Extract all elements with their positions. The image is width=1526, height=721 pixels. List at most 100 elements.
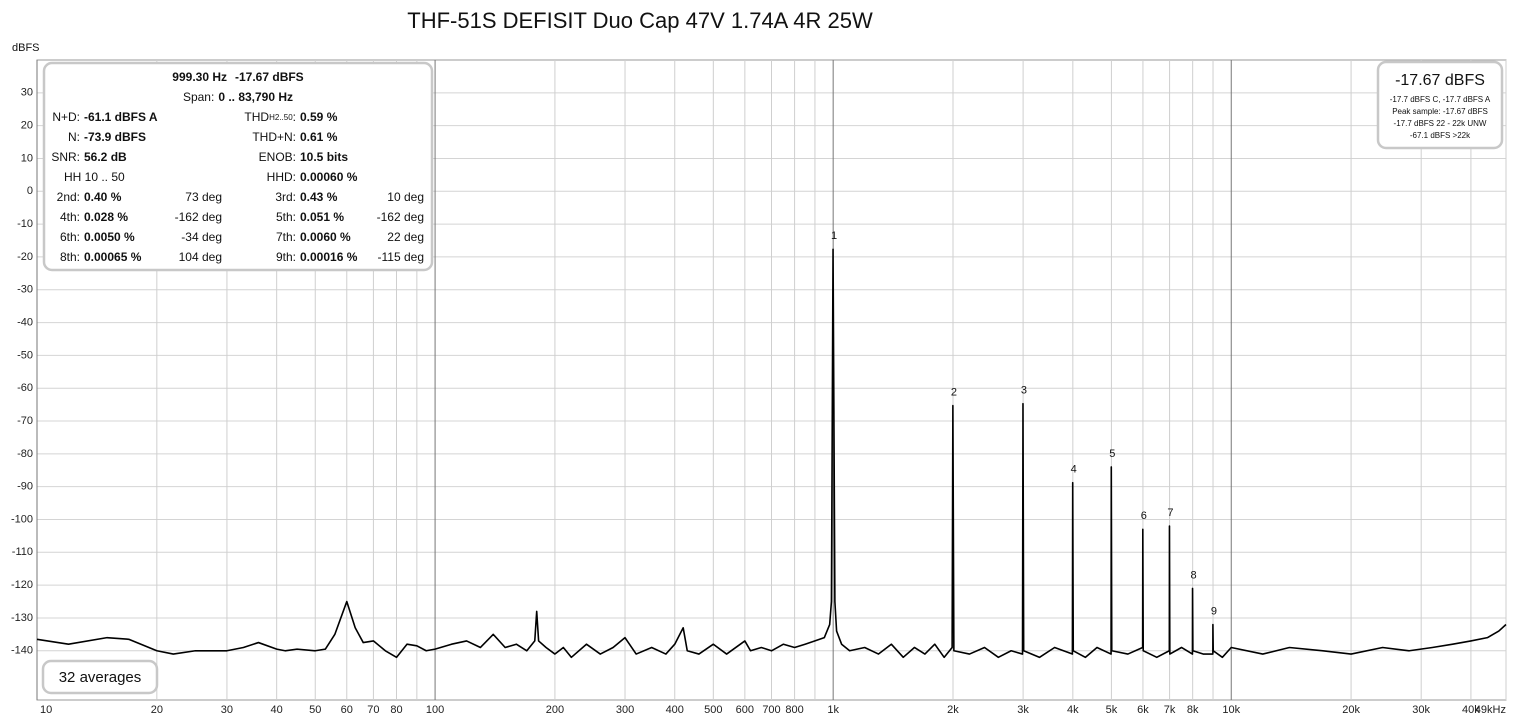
x-tick-label: 20 (151, 704, 163, 716)
metric-value: 0.0060 % (300, 230, 351, 244)
metric-value: 0.00060 % (300, 170, 358, 184)
averages-box (41, 659, 159, 695)
x-tick-label: 80 (390, 704, 402, 716)
panel-header: 999.30 Hz -17.67 dBFS (172, 70, 303, 84)
y-tick-label: -50 (17, 349, 33, 361)
x-tick-label: 800 (785, 704, 803, 716)
metric-label-part: THD (244, 110, 269, 124)
x-tick-label: 500 (704, 704, 722, 716)
peak-label: 4 (1071, 464, 1077, 476)
metric-value: 0.59 % (300, 110, 338, 124)
metric-label: 22 deg (387, 230, 424, 244)
x-tick-label: 400 (666, 704, 684, 716)
spectrum-line (36, 248, 1507, 659)
y-tick-label: -90 (17, 481, 33, 493)
x-tick-label: 7k (1164, 704, 1176, 716)
x-tick-label: 10k (1222, 704, 1240, 716)
metric-value: 0.61 % (300, 130, 338, 144)
x-tick-label: 2k (947, 704, 959, 716)
x-tick-label: 100 (426, 704, 444, 716)
peak-label: 8 (1190, 569, 1196, 581)
x-tick-label: 300 (616, 704, 634, 716)
peak-label: 7 (1167, 507, 1173, 519)
peak-label: 3 (1021, 385, 1027, 397)
span: Span: 0 .. 83,790 Hz (183, 90, 293, 104)
metric-label-part: : (293, 110, 296, 124)
peak-label: 5 (1109, 448, 1115, 460)
metric-value: 0.40 % (84, 190, 122, 204)
span-value: 0 .. 83,790 Hz (218, 90, 293, 104)
metric-label: 104 deg (179, 250, 222, 264)
metric-label: N+D: (52, 110, 80, 124)
peak-label: 2 (951, 387, 957, 399)
y-tick-label: 10 (21, 152, 33, 164)
y-tick-label: -110 (12, 546, 33, 558)
metric-label: 5th: (276, 210, 296, 224)
y-tick-label: -40 (17, 316, 33, 328)
level-detail: -67.1 dBFS >22k (1410, 131, 1471, 140)
metric-label: THD+N: (252, 130, 296, 144)
y-axis-label: dBFS (12, 42, 40, 54)
metric-label: 6th: (60, 230, 80, 244)
metric-value: -61.1 dBFS A (84, 110, 158, 124)
metric-label: -162 deg (377, 210, 424, 224)
level: -17.67 dBFS (235, 70, 304, 84)
x-tick-label: 49kHz (1475, 704, 1506, 716)
metric-value: 0.028 % (84, 210, 128, 224)
metric-value: 10.5 bits (300, 150, 348, 164)
y-tick-label: -20 (17, 251, 33, 263)
metric-label: 8th: (60, 250, 80, 264)
peak-label: 6 (1141, 510, 1147, 522)
span-label: Span: (183, 90, 214, 104)
metric-label: N: (68, 130, 80, 144)
level-detail: -17.7 dBFS 22 - 22k UNW (1394, 119, 1487, 128)
x-tick-label: 3k (1017, 704, 1029, 716)
x-tick-label: 70 (367, 704, 379, 716)
y-tick-label: -60 (17, 382, 33, 394)
info-panel-box (42, 61, 434, 272)
y-tick-label: -100 (11, 513, 33, 525)
metric-value: 0.0050 % (84, 230, 135, 244)
metric-label: 7th: (276, 230, 296, 244)
metric-label: ENOB: (259, 150, 296, 164)
metric-label: HHD: (267, 170, 296, 184)
y-tick-label: -30 (17, 284, 33, 296)
metric-value: 56.2 dB (84, 150, 127, 164)
metric-value: 0.00016 % (300, 250, 358, 264)
y-tick-label: -120 (11, 579, 33, 591)
metric-label: -162 deg (175, 210, 222, 224)
x-tick-label: 40 (271, 704, 283, 716)
level-detail: -17.7 dBFS C, -17.7 dBFS A (1390, 95, 1491, 104)
metric-value: -73.9 dBFS (84, 130, 146, 144)
y-tick-label: -140 (11, 645, 33, 657)
x-tick-label: 30k (1412, 704, 1430, 716)
x-tick-label: 20k (1342, 704, 1360, 716)
metric-label: 10 deg (387, 190, 424, 204)
metric-label: 4th: (60, 210, 80, 224)
metric-label: -34 deg (181, 230, 222, 244)
x-tick-label: 40k (1462, 704, 1480, 716)
level-detail: Peak sample: -17.67 dBFS (1392, 107, 1488, 116)
x-tick-label: 1k (827, 704, 839, 716)
averages: 32 averages (59, 669, 142, 686)
x-tick-label: 8k (1187, 704, 1199, 716)
y-tick-label: 30 (21, 87, 33, 99)
x-tick-label: 600 (736, 704, 754, 716)
metric-label: HH 10 .. 50 (64, 170, 125, 184)
y-tick-label: -130 (11, 612, 33, 624)
frequency: 999.30 Hz (172, 70, 227, 84)
metric-label: SNR: (51, 150, 80, 164)
peak-label: 9 (1211, 605, 1217, 617)
metric-label: 73 deg (185, 190, 222, 204)
x-tick-label: 10 (40, 704, 52, 716)
x-tick-label: 30 (221, 704, 233, 716)
peak-label: 1 (831, 230, 837, 242)
x-tick-label: 4k (1067, 704, 1079, 716)
metric-label: 2nd: (57, 190, 80, 204)
x-tick-label: 200 (546, 704, 564, 716)
metric-label-part: H2..50 (269, 113, 293, 122)
y-tick-label: -80 (17, 448, 33, 460)
metric-label: 3rd: (275, 190, 296, 204)
